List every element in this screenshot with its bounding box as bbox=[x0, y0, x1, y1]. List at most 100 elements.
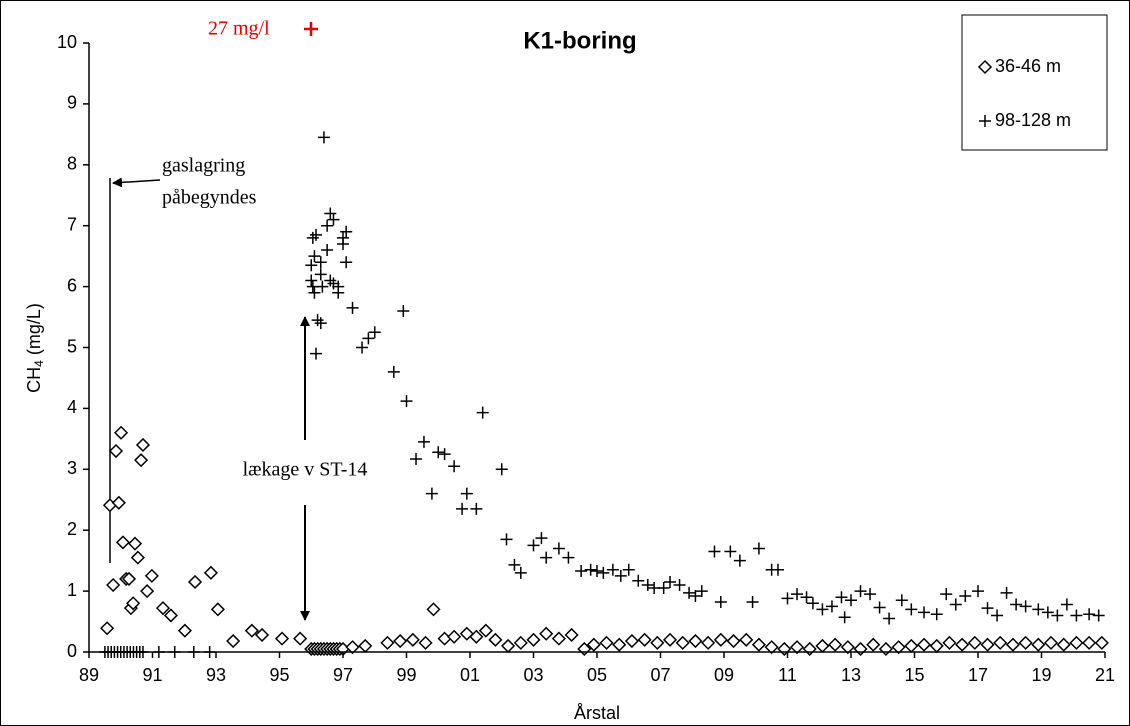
plus-marker bbox=[397, 304, 410, 317]
diamond-marker bbox=[513, 635, 528, 650]
plus-marker bbox=[895, 594, 908, 607]
plus-marker bbox=[800, 591, 813, 604]
diamond-marker bbox=[840, 640, 855, 655]
diamond-marker bbox=[114, 425, 129, 440]
plus-marker bbox=[314, 268, 327, 281]
plus-marker bbox=[311, 314, 324, 327]
plus-marker bbox=[1041, 606, 1054, 619]
diamond-marker bbox=[942, 635, 957, 650]
plus-marker bbox=[816, 603, 829, 616]
plus-marker bbox=[930, 608, 943, 621]
diamond-marker bbox=[637, 632, 652, 647]
chart-title: K1-boring bbox=[523, 27, 636, 54]
y-tick-label: 10 bbox=[57, 32, 77, 52]
plus-marker bbox=[746, 596, 759, 609]
x-tick-label: 93 bbox=[206, 665, 226, 685]
annotation: gaslagring bbox=[162, 155, 245, 177]
plus-marker bbox=[981, 602, 994, 615]
plus-marker bbox=[724, 545, 737, 558]
plus-marker bbox=[1060, 598, 1073, 611]
plus-marker bbox=[456, 502, 469, 515]
plus-marker bbox=[825, 600, 838, 613]
plus-marker bbox=[959, 589, 972, 602]
plus-marker bbox=[356, 341, 369, 354]
plus-marker bbox=[460, 487, 473, 500]
x-tick-label: 13 bbox=[841, 665, 861, 685]
plus-marker bbox=[400, 395, 413, 408]
plus-marker bbox=[362, 332, 375, 345]
diamond-marker bbox=[891, 640, 906, 655]
plus-marker bbox=[476, 406, 489, 419]
plus-marker bbox=[438, 448, 451, 461]
plus-marker bbox=[1083, 608, 1096, 621]
diamond-marker bbox=[789, 640, 805, 655]
plus-marker bbox=[905, 603, 918, 616]
plus-marker bbox=[324, 274, 337, 287]
x-tick-label: 05 bbox=[587, 665, 607, 685]
y-tick-label: 1 bbox=[67, 580, 77, 600]
x-axis-label: Årstal bbox=[574, 703, 620, 723]
diamond-marker bbox=[393, 633, 408, 649]
diamond-marker bbox=[662, 632, 678, 647]
plus-marker bbox=[432, 446, 445, 459]
plus-marker bbox=[657, 582, 670, 595]
diamond-marker bbox=[980, 637, 995, 652]
diamond-marker bbox=[955, 637, 970, 652]
x-tick-label: 17 bbox=[968, 665, 988, 685]
plus-marker bbox=[632, 574, 645, 587]
diamond-marker bbox=[650, 635, 665, 650]
diamond-marker bbox=[130, 550, 145, 565]
plus-marker bbox=[317, 131, 330, 144]
arrow bbox=[112, 177, 161, 188]
diamond-marker bbox=[293, 631, 308, 646]
plus-marker bbox=[448, 460, 461, 473]
x-tick-label: 15 bbox=[904, 665, 924, 685]
diamond-marker bbox=[993, 635, 1008, 650]
x-tick-label: 99 bbox=[396, 665, 416, 685]
plus-marker bbox=[1010, 598, 1023, 611]
diamond-marker bbox=[764, 640, 779, 655]
plus-marker bbox=[321, 244, 334, 257]
diamond-marker bbox=[210, 602, 225, 617]
plus-marker bbox=[883, 612, 896, 625]
diamond-marker bbox=[1018, 635, 1033, 650]
diamond-marker bbox=[126, 596, 141, 611]
diamond-marker bbox=[418, 635, 433, 650]
diamond-marker bbox=[426, 602, 441, 617]
diamond-marker bbox=[967, 635, 982, 650]
diamond-marker bbox=[526, 632, 541, 647]
diamond-marker bbox=[163, 608, 178, 623]
plus-marker bbox=[314, 317, 327, 330]
diamond-marker bbox=[1056, 637, 1071, 652]
plus-marker bbox=[495, 463, 508, 476]
plus-marker bbox=[575, 565, 588, 578]
plus-marker bbox=[305, 274, 318, 287]
plus-marker bbox=[324, 207, 337, 220]
diamond-marker bbox=[564, 627, 579, 643]
diamond-marker bbox=[144, 568, 159, 583]
plus-marker bbox=[332, 286, 345, 299]
x-tick-label: 07 bbox=[650, 665, 670, 685]
diamond-marker bbox=[624, 633, 639, 649]
plus-marker bbox=[835, 591, 848, 604]
diamond-marker bbox=[488, 632, 503, 647]
plus-marker bbox=[664, 575, 677, 588]
legend-label: 36-46 m bbox=[995, 56, 1061, 76]
plus-marker bbox=[641, 579, 654, 592]
plus-marker bbox=[540, 551, 553, 564]
diamond-marker bbox=[1094, 635, 1109, 650]
diamond-marker bbox=[1031, 637, 1046, 652]
plus-marker bbox=[873, 601, 886, 614]
plus-marker bbox=[972, 585, 984, 598]
diamond-marker bbox=[599, 635, 614, 650]
plus-marker bbox=[308, 286, 321, 299]
plus-marker bbox=[535, 532, 548, 545]
plus-marker bbox=[733, 554, 746, 567]
diamond-marker bbox=[551, 631, 566, 646]
plus-marker bbox=[606, 563, 619, 576]
plus-marker bbox=[584, 563, 597, 576]
plus-marker bbox=[310, 347, 323, 360]
plus-marker bbox=[417, 435, 430, 448]
diamond-marker bbox=[115, 535, 131, 550]
